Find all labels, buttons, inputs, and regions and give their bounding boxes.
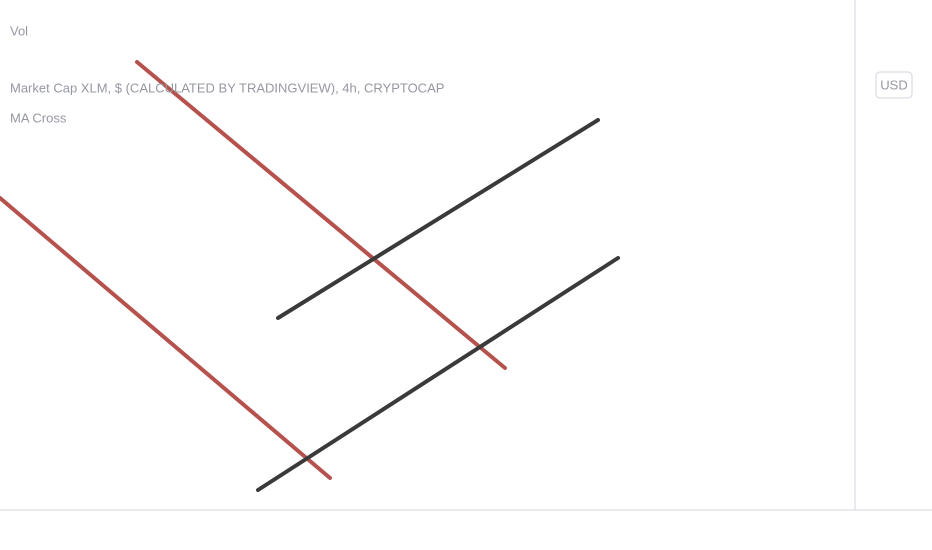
currency-button-label[interactable]: USD [880,77,907,92]
drawings [0,60,620,492]
indicator-label: MA Cross [10,110,67,125]
currency-button[interactable] [875,71,913,99]
chart-title: Market Cap XLM, $ (CALCULATED BY TRADING… [10,80,444,95]
volume-label: Vol [10,23,28,38]
trend-line [276,118,600,320]
trend-line [135,60,507,370]
trend-line [256,256,620,492]
trend-line [0,196,332,480]
